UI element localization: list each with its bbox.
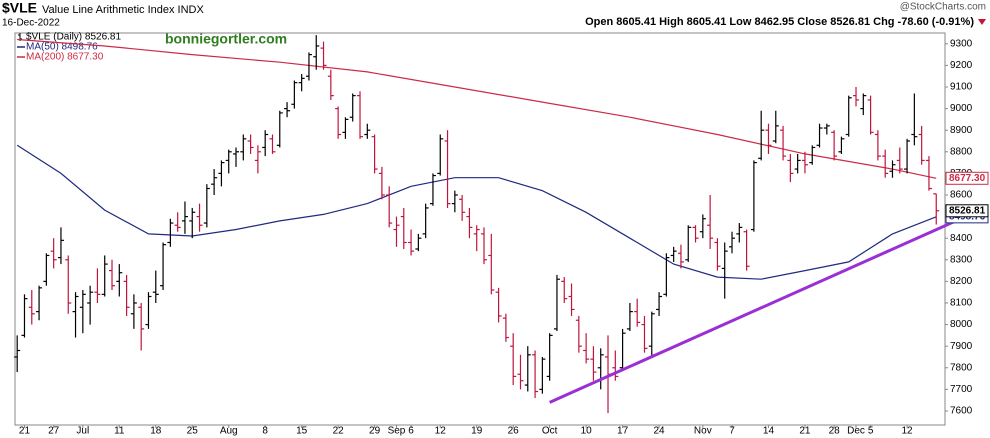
y-tick-label: 8900 [950,125,973,136]
x-tick-label: 25 [187,426,199,437]
x-tick-label: Jul [76,426,89,437]
plot-frame [14,32,946,426]
x-tick-label: 14 [763,426,775,437]
x-tick-label: 29 [369,426,381,437]
x-tick-label: Oct [542,426,558,437]
moving-average [17,38,937,179]
x-tick-label: 21 [799,426,811,437]
y-tick-label: 7700 [950,384,973,395]
y-tick-label: 7900 [950,341,973,352]
x-tick-label: 15 [296,426,308,437]
x-tick-label: 8 [262,426,268,437]
price-tag [945,171,989,185]
x-tick-label: 10 [581,426,593,437]
date: 16-Dec-2022 [2,18,60,29]
x-tick-label: 26 [508,426,520,437]
legend-entry: MA(200) 8677.30 [26,52,104,63]
x-tick-label: 18 [150,426,162,437]
x-tick-label: Sep [388,426,406,437]
source: @StockCharts.com [900,2,986,13]
price-tag [945,204,989,218]
chart-title: $VLE [2,0,37,16]
chart-subtitle: Value Line Arithmetic Index INDX [42,4,204,16]
trendline [549,208,981,404]
y-tick-label: 7800 [950,362,973,373]
legend-entry: $VLE (Daily) 8526.81 [26,32,121,43]
moving-average [16,144,937,280]
x-tick-label: 21 [19,426,31,437]
y-tick-label: 9000 [950,103,973,114]
legend-entry: MA(50) 8498.76 [26,42,98,53]
y-tick-label: 8000 [950,319,973,330]
y-tick-label: 9200 [950,60,973,71]
x-tick-label: Aug [220,426,238,437]
x-tick-label: 6 [408,426,414,437]
x-tick-label: 5 [868,426,874,437]
x-tick-label: 24 [654,426,666,437]
x-tick-label: 7 [729,426,735,437]
y-tick-label: 8300 [950,254,973,265]
y-tick-label: 7600 [950,406,973,417]
quote: Open 8605.41 High 8605.41 Low 8462.95 Cl… [585,16,974,28]
y-tick-label: 8100 [950,298,973,309]
x-tick-label: 12 [435,426,447,437]
x-tick-label: 19 [471,426,483,437]
price-tag-label: 8526.81 [949,205,986,216]
x-tick-label: 12 [902,426,914,437]
x-tick-label: 27 [48,426,60,437]
x-tick-label: 22 [333,426,345,437]
y-tick-label: 9300 [950,38,973,49]
y-tick-label: 8200 [950,276,973,287]
x-tick-label: 17 [617,426,629,437]
y-tick-label: 8600 [950,190,973,201]
price-tag-label: 8677.30 [949,173,986,184]
watermark: bonniegortler.com [165,31,287,47]
down-arrow [978,19,986,25]
x-tick-label: Nov [694,426,712,437]
y-tick-label: 8800 [950,146,973,157]
y-tick-label: 8400 [950,233,973,244]
x-tick-label: 11 [114,426,125,437]
x-tick-label: Dec [847,426,865,437]
y-tick-label: 9100 [950,82,973,93]
x-tick-label: 28 [829,426,841,437]
